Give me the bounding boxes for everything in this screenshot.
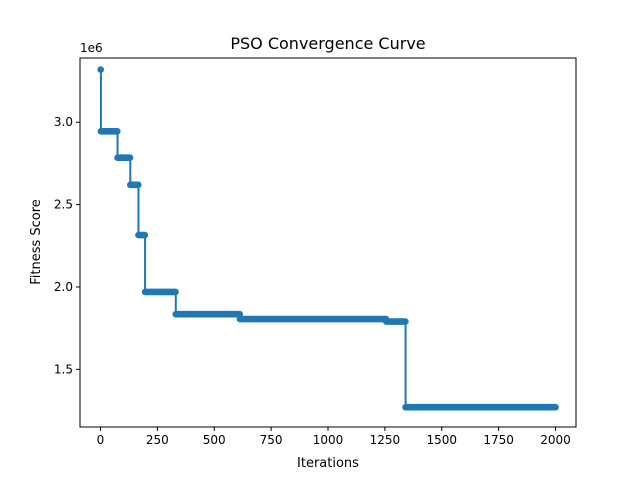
y-tick-label: 2.5	[54, 198, 73, 212]
chart-title: PSO Convergence Curve	[230, 34, 425, 53]
y-tick-label: 3.0	[54, 115, 73, 129]
x-tick-label: 1750	[483, 433, 514, 447]
x-tick-label: 250	[146, 433, 169, 447]
axes-frame	[79, 57, 577, 428]
x-tick-label: 750	[260, 433, 283, 447]
x-tick-label: 0	[97, 433, 105, 447]
y-offset-label: 1e6	[80, 41, 103, 55]
y-axis: 1.5 2.0 2.5 3.0	[54, 115, 80, 376]
x-tick-label: 500	[203, 433, 226, 447]
data-point-marker	[97, 66, 105, 73]
y-axis-label: Fitness Score	[29, 199, 44, 285]
x-tick-label: 1250	[370, 433, 401, 447]
x-axis-label: Iterations	[297, 456, 359, 471]
y-tick-label: 2.0	[54, 280, 73, 294]
plot-area	[97, 66, 559, 411]
x-tick-label: 1500	[426, 433, 457, 447]
x-tick-label: 2000	[540, 433, 571, 447]
y-tick-label: 1.5	[54, 362, 73, 376]
x-tick-label: 1000	[313, 433, 344, 447]
x-axis: 0 250 500 750 1000 1250 1500 1750 2000	[97, 427, 571, 447]
series-markers	[97, 66, 559, 411]
